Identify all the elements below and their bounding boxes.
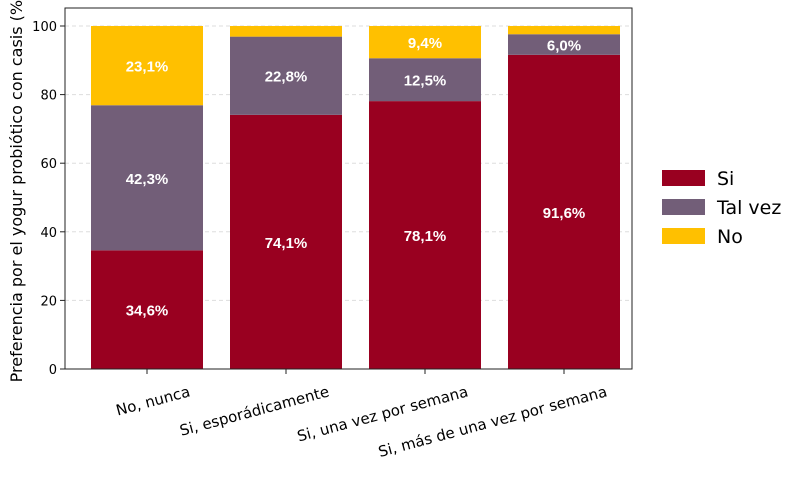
legend-swatch: [662, 228, 705, 244]
data-label: 42,3%: [126, 171, 169, 188]
plot-frame: [64, 7, 633, 370]
y-tick-label: 60: [40, 157, 57, 172]
y-axis-label: Preferencia por el yogur probiótico con …: [7, 0, 26, 382]
legend-swatch: [662, 170, 705, 186]
bar-no: [369, 26, 481, 59]
legend-swatch: [662, 199, 705, 215]
data-label: 91,6%: [543, 205, 586, 222]
y-tick-label: 80: [40, 89, 57, 104]
data-label: 23,1%: [126, 59, 169, 76]
legend-label: No: [717, 226, 743, 248]
bars: 34,6% 42,3% 23,1% 74,1% 22,8% 78,1% 12,5% 9,4% 9…: [91, 26, 620, 369]
bar-si: [508, 54, 620, 369]
bar-tal-vez: [369, 58, 481, 102]
legend-label: Tal vez: [716, 197, 781, 219]
bar-tal-vez: [91, 105, 203, 251]
y-tick-label: 20: [40, 294, 57, 309]
bar-tal-vez: [508, 34, 620, 55]
y-tick-label: 40: [40, 226, 57, 241]
y-tick-label: 100: [32, 20, 57, 35]
bar-no: [508, 26, 620, 35]
data-label: 22,8%: [265, 69, 308, 86]
data-label: 9,4%: [408, 35, 442, 52]
data-label: 34,6%: [126, 303, 169, 320]
bar-si: [230, 114, 342, 369]
bar-si: [369, 101, 481, 369]
bar-no: [91, 26, 203, 106]
x-tick-label: No, nunca: [114, 382, 192, 419]
data-label: 74,1%: [265, 235, 308, 252]
legend-label: Si: [717, 168, 734, 190]
y-axis: 0 20 40 60 80 100: [32, 20, 65, 378]
bar-tal-vez: [230, 36, 342, 115]
x-tick-label: Si, más de una vez por semana: [376, 382, 609, 460]
bar-no: [230, 26, 342, 37]
data-label: 78,1%: [404, 228, 447, 245]
bar-si: [91, 250, 203, 369]
y-tick-label: 0: [49, 363, 57, 378]
data-label: 6,0%: [547, 38, 581, 55]
data-label: 12,5%: [404, 73, 447, 90]
legend: Si Tal vez No: [662, 168, 781, 248]
